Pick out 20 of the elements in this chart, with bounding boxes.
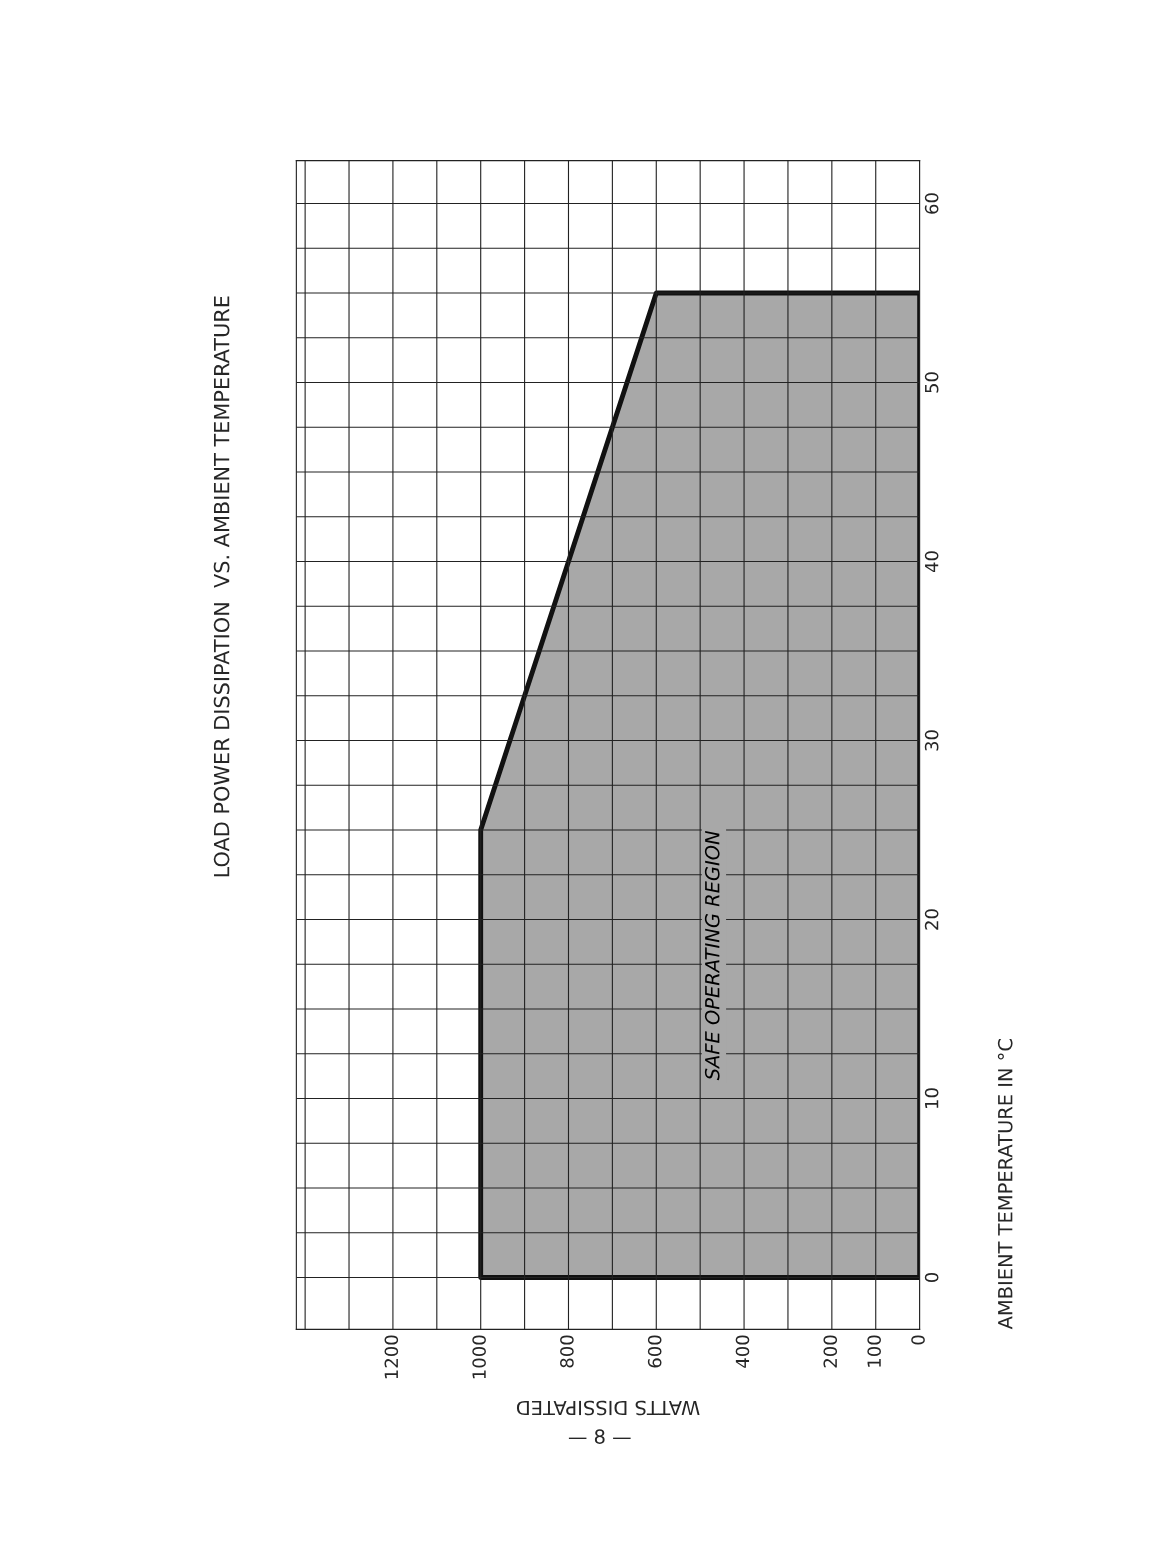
x-tick-label: 200: [823, 1335, 838, 1368]
y-tick-label: 30: [924, 730, 939, 751]
x-tick-label: 1000: [472, 1335, 486, 1379]
text: LOAD POWER DISSIPATION VS. AMBIENT TEMPERATURE: [213, 296, 230, 877]
x-axis-title: WATTS DISSIPATED: [516, 1400, 700, 1416]
y-tick-label: 60: [924, 193, 939, 214]
text: — 8 —: [568, 1429, 631, 1444]
annotation: SAFE OPERATING REGION: [704, 830, 720, 1081]
x-tick-label: 600: [647, 1335, 662, 1368]
y-tick-label: 40: [924, 551, 939, 573]
y-tick-label: 10: [924, 1088, 939, 1108]
x-tick-label: 100: [867, 1335, 881, 1367]
x-tick-label: 400: [735, 1335, 750, 1368]
x-tick-label: 0: [911, 1335, 925, 1345]
y-tick-label: 20: [924, 909, 939, 930]
y-axis-title: AMBIENT TEMPERATURE IN °C: [997, 1039, 1013, 1330]
y-tick-label: 50: [924, 372, 939, 393]
x-tick-label: 1200: [384, 1335, 399, 1379]
y-tick-label: 0: [924, 1272, 939, 1283]
x-tick-label: 800: [560, 1335, 574, 1368]
